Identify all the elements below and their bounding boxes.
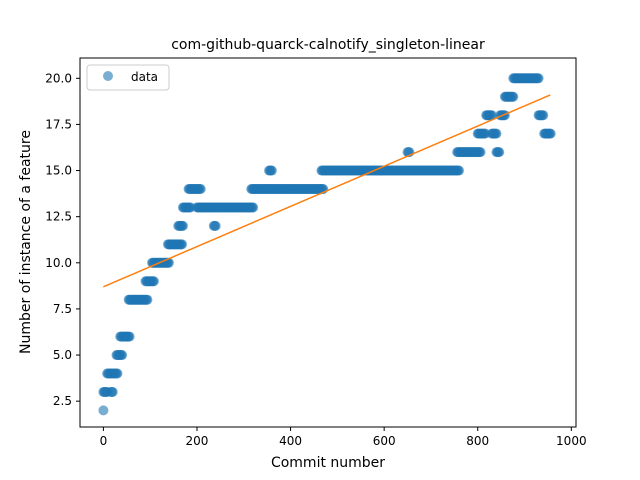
- data-point: [142, 294, 153, 305]
- data-point: [475, 147, 486, 158]
- y-tick-label: 20.0: [45, 71, 72, 85]
- y-tick-label: 10.0: [45, 256, 72, 270]
- data-point: [533, 73, 544, 84]
- plot-area: [98, 73, 556, 416]
- data-point: [177, 220, 188, 231]
- chart-title: com-github-quarck-calnotify_singleton-li…: [171, 37, 485, 53]
- x-tick-label: 400: [279, 434, 302, 448]
- data-point: [454, 165, 465, 176]
- data-point: [494, 147, 505, 158]
- x-axis: 0 200 400 600 800 1000: [100, 427, 587, 448]
- x-axis-label: Commit number: [271, 455, 385, 471]
- x-tick-label: 600: [373, 434, 396, 448]
- data-point: [177, 239, 188, 250]
- data-point: [545, 128, 556, 139]
- data-point: [112, 368, 123, 379]
- axes-frame: [79, 57, 577, 428]
- data-point: [210, 220, 221, 231]
- data-point: [538, 110, 549, 121]
- data-point: [98, 405, 109, 416]
- data-point: [508, 91, 519, 102]
- y-tick-label: 7.5: [53, 302, 72, 316]
- data-point: [148, 276, 159, 287]
- legend-label-data: data: [131, 70, 158, 84]
- data-point: [486, 110, 497, 121]
- data-point: [491, 128, 502, 139]
- data-point: [248, 202, 259, 213]
- y-tick-label: 12.5: [45, 210, 72, 224]
- x-tick-label: 1000: [556, 434, 587, 448]
- y-tick-label: 17.5: [45, 117, 72, 131]
- y-axis: 2.5 5.0 7.5 10.0 12.5 15.0 17.5 20.0: [45, 71, 80, 408]
- legend-marker-data: [103, 71, 113, 81]
- data-point: [117, 350, 128, 361]
- legend: data: [86, 64, 170, 91]
- y-tick-label: 5.0: [53, 348, 72, 362]
- y-axis-label: Number of instance of a feature: [18, 130, 34, 354]
- data-point: [107, 386, 118, 397]
- y-tick-label: 15.0: [45, 164, 72, 178]
- data-point: [195, 184, 206, 194]
- x-tick-label: 200: [186, 434, 209, 448]
- data-point: [266, 165, 277, 176]
- x-tick-label: 0: [100, 434, 108, 448]
- x-tick-label: 800: [466, 434, 489, 448]
- y-tick-label: 2.5: [53, 394, 72, 408]
- fit-line: [103, 94, 551, 288]
- data-point: [124, 331, 135, 342]
